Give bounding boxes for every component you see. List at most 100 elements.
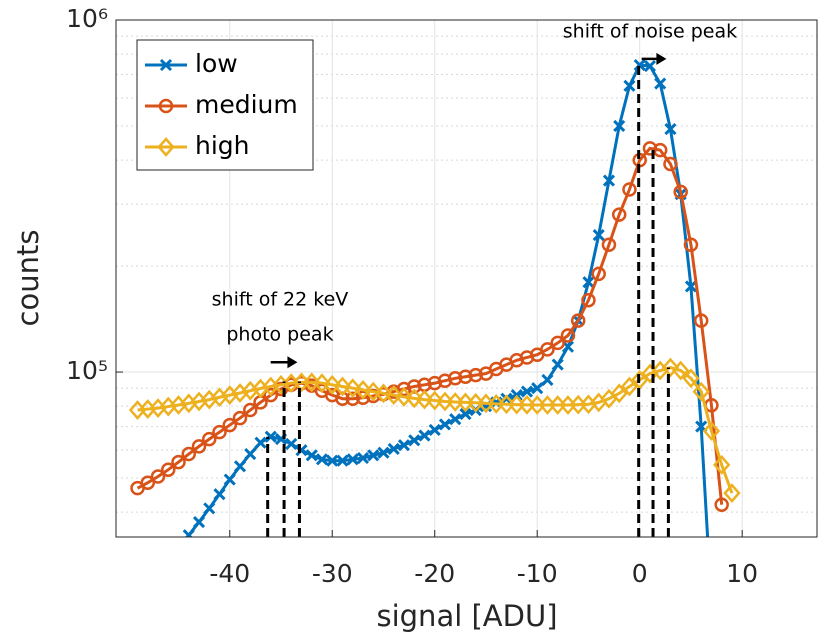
marker	[285, 437, 298, 450]
marker	[374, 383, 393, 404]
marker	[706, 599, 716, 609]
marker	[693, 313, 709, 328]
marker	[182, 529, 195, 537]
legend-label: medium	[195, 90, 298, 119]
plot-content	[128, 58, 741, 609]
marker	[551, 358, 564, 371]
marker	[263, 387, 279, 403]
x-axis-label: signal [ADU]	[376, 599, 557, 633]
marker	[158, 98, 174, 114]
marker	[223, 473, 236, 486]
marker	[364, 381, 382, 402]
marker	[723, 483, 741, 504]
marker	[664, 123, 677, 136]
x-tick-label: -30	[312, 559, 353, 588]
annotation-arrowhead	[287, 356, 298, 369]
marker	[613, 119, 626, 133]
x-tick-label: -20	[414, 559, 455, 588]
marker	[623, 79, 636, 92]
marker	[672, 360, 690, 381]
marker	[397, 439, 411, 452]
annotation-text: shift of 22 keV	[212, 289, 349, 311]
marker	[395, 387, 413, 407]
marker	[191, 439, 207, 454]
marker	[560, 328, 576, 343]
marker	[468, 367, 483, 383]
x-tick-label: 10	[726, 559, 758, 588]
marker	[418, 429, 431, 442]
legend-label: low	[195, 49, 238, 78]
marker	[157, 137, 175, 157]
marker	[692, 381, 710, 402]
annotation-text: shift of noise peak	[563, 20, 737, 42]
marker	[313, 373, 331, 394]
marker	[243, 402, 258, 418]
marker	[654, 77, 667, 90]
marker	[387, 442, 400, 455]
marker	[682, 368, 700, 389]
marker	[622, 182, 637, 197]
marker	[213, 488, 226, 501]
annotation-arrowhead	[656, 52, 667, 65]
marker	[713, 454, 731, 475]
marker	[714, 497, 729, 512]
marker	[406, 379, 422, 394]
marker	[356, 451, 370, 465]
marker	[202, 431, 217, 447]
marker	[408, 434, 421, 447]
marker	[203, 502, 216, 515]
marker	[140, 475, 156, 490]
marker	[344, 378, 362, 399]
marker	[232, 410, 248, 426]
marker	[367, 449, 380, 462]
y-tick-label: 10⁵	[66, 356, 108, 385]
marker	[181, 446, 197, 462]
marker	[264, 430, 277, 443]
marker	[673, 184, 688, 200]
marker	[582, 276, 595, 289]
marker	[305, 449, 318, 462]
marker	[540, 342, 555, 357]
marker	[447, 371, 463, 386]
marker	[171, 454, 186, 470]
marker	[233, 460, 247, 473]
marker	[323, 374, 341, 395]
marker	[642, 141, 658, 156]
marker	[254, 436, 267, 449]
marker	[405, 388, 423, 409]
marker	[385, 385, 403, 406]
marker	[438, 418, 452, 431]
marker	[663, 156, 678, 172]
marker	[159, 58, 173, 72]
marker	[161, 462, 176, 477]
marker	[336, 454, 349, 467]
marker	[520, 385, 534, 398]
marker	[244, 447, 257, 461]
marker	[333, 376, 352, 397]
marker	[592, 228, 605, 242]
marker	[570, 313, 586, 328]
marker	[581, 292, 596, 308]
marker	[192, 515, 206, 529]
marker	[661, 357, 680, 378]
x-tick-label: -10	[517, 559, 558, 588]
marker	[550, 335, 565, 351]
y-tick-label: 10⁶	[66, 4, 108, 33]
marker	[377, 446, 390, 459]
marker	[683, 237, 699, 252]
marker	[345, 391, 360, 406]
marker	[684, 280, 698, 293]
marker	[449, 413, 462, 426]
marker	[643, 59, 657, 73]
marker	[346, 453, 359, 466]
marker	[631, 369, 649, 390]
marker	[702, 421, 721, 441]
marker	[531, 382, 544, 395]
series-line	[187, 63, 710, 537]
marker	[212, 424, 227, 440]
marker	[459, 407, 472, 421]
axes-box	[115, 19, 818, 538]
y-axis-label: counts	[11, 230, 45, 327]
